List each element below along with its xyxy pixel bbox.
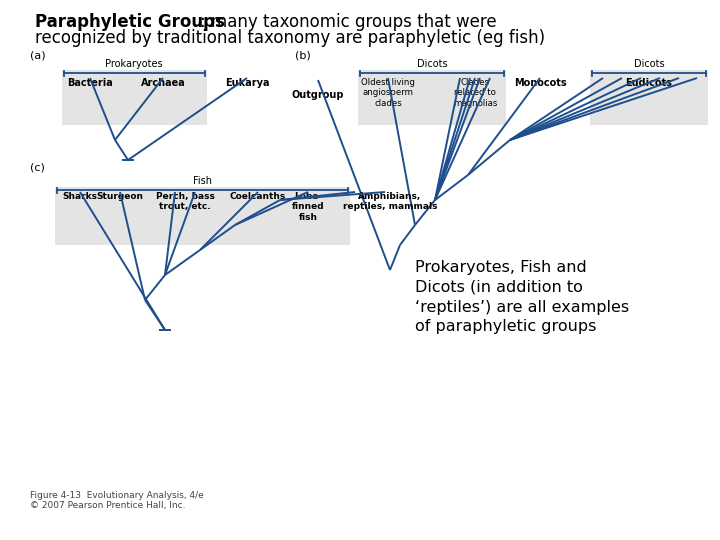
Text: Paraphyletic Groups: Paraphyletic Groups bbox=[35, 13, 225, 31]
Bar bbox=[590, 70, 708, 125]
Bar bbox=[55, 187, 350, 245]
Text: Eukarya: Eukarya bbox=[225, 78, 269, 88]
Text: Clades
related to
magnolias: Clades related to magnolias bbox=[453, 78, 498, 108]
Text: Coelcanths: Coelcanths bbox=[230, 192, 286, 201]
Text: Lobe-
finned
fish: Lobe- finned fish bbox=[292, 192, 324, 222]
Text: recognized by traditional taxonomy are paraphyletic (eg fish): recognized by traditional taxonomy are p… bbox=[35, 29, 545, 47]
Text: Dicots: Dicots bbox=[417, 59, 447, 69]
Text: Monocots: Monocots bbox=[513, 78, 567, 88]
Text: Sturgeon: Sturgeon bbox=[96, 192, 143, 201]
Text: Oldest living
angiosperm
clades: Oldest living angiosperm clades bbox=[361, 78, 415, 108]
Text: (a): (a) bbox=[30, 50, 45, 60]
Text: Perch, bass
trout, etc.: Perch, bass trout, etc. bbox=[156, 192, 215, 211]
Text: Bacteria: Bacteria bbox=[67, 78, 113, 88]
Text: Prokaryotes, Fish and
Dicots (in addition to
‘reptiles’) are all examples
of par: Prokaryotes, Fish and Dicots (in additio… bbox=[415, 260, 629, 334]
Text: Eudicots: Eudicots bbox=[626, 78, 672, 88]
Bar bbox=[62, 70, 207, 125]
Text: Prokaryotes: Prokaryotes bbox=[105, 59, 163, 69]
Text: (b): (b) bbox=[295, 50, 311, 60]
Text: Dicots: Dicots bbox=[634, 59, 665, 69]
Text: Amphibians,
reptiles, mammals: Amphibians, reptiles, mammals bbox=[343, 192, 437, 211]
Text: Archaea: Archaea bbox=[140, 78, 185, 88]
Text: Sharks: Sharks bbox=[63, 192, 97, 201]
Text: Figure 4-13  Evolutionary Analysis, 4/e
© 2007 Pearson Prentice Hall, Inc.: Figure 4-13 Evolutionary Analysis, 4/e ©… bbox=[30, 491, 204, 510]
Text: : many taxonomic groups that were: : many taxonomic groups that were bbox=[200, 13, 497, 31]
Text: Outgroup: Outgroup bbox=[292, 90, 344, 100]
Bar bbox=[358, 70, 506, 125]
Text: (c): (c) bbox=[30, 162, 45, 172]
Text: Fish: Fish bbox=[192, 176, 212, 186]
